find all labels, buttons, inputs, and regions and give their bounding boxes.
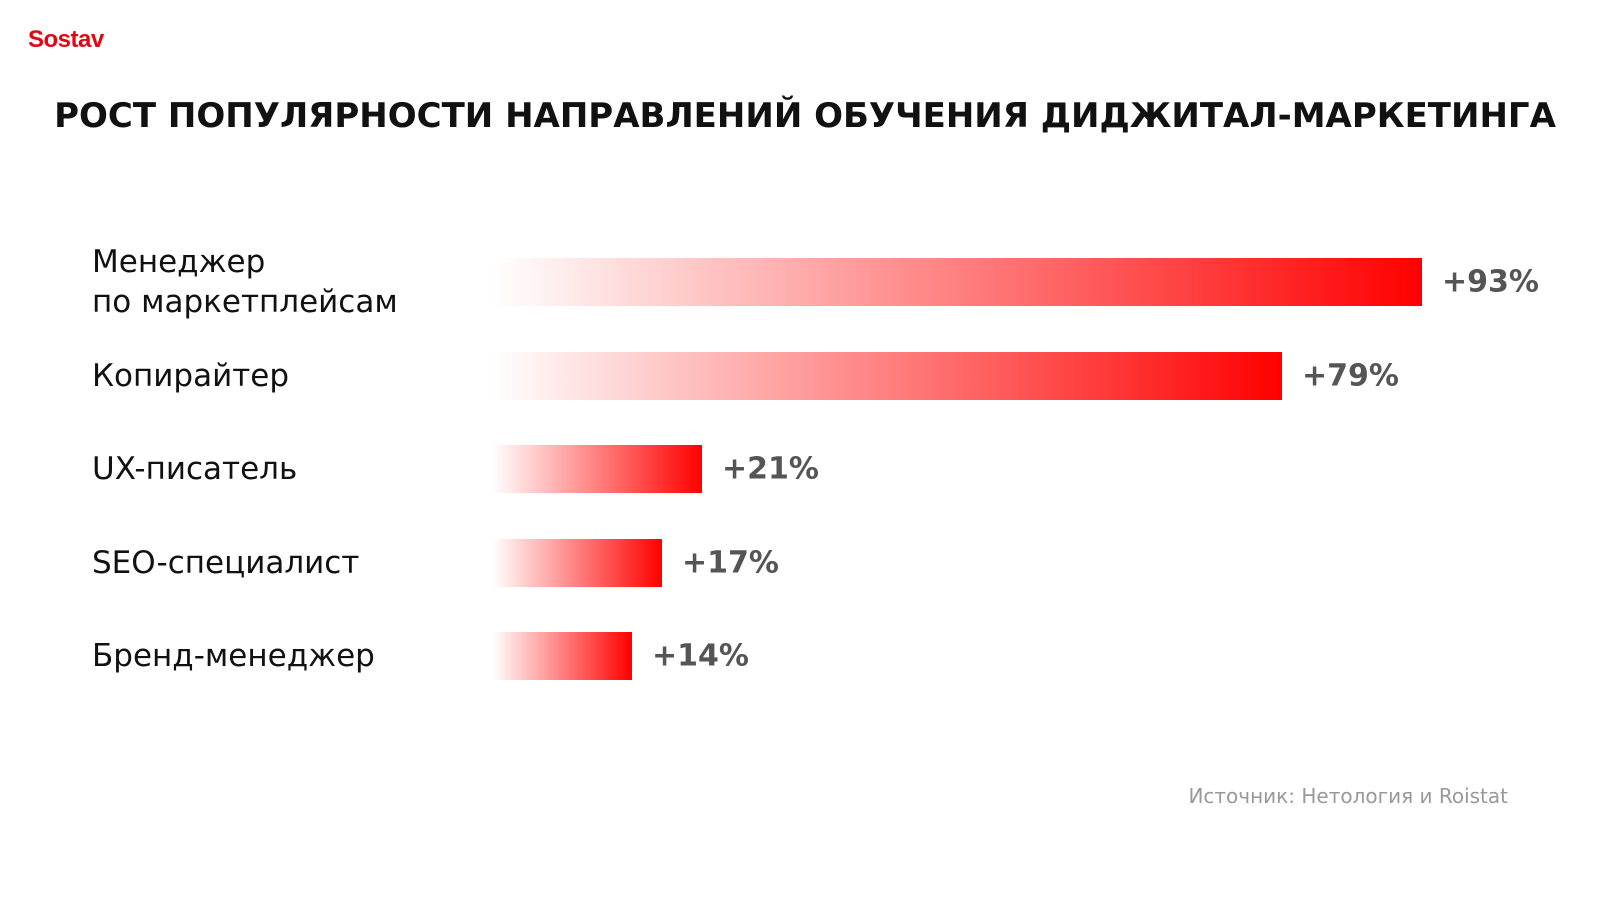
category-label: Менеджер по маркетплейсам xyxy=(92,244,398,320)
bar xyxy=(492,538,662,587)
source-note: Источник: Нетология и Roistat xyxy=(1188,784,1508,808)
value-label: +14% xyxy=(652,638,749,674)
value-label: +17% xyxy=(682,545,779,580)
bar xyxy=(492,351,1282,400)
chart-title: РОСТ ПОПУЛЯРНОСТИ НАПРАВЛЕНИЙ ОБУЧЕНИЯ Д… xyxy=(54,96,1556,136)
bar xyxy=(492,445,702,493)
category-label: SEO-специалист xyxy=(92,544,360,581)
value-label: +93% xyxy=(1442,264,1539,300)
category-label: UX-писатель xyxy=(92,451,298,487)
bar xyxy=(492,632,632,680)
category-label: Бренд-менеджер xyxy=(92,638,375,674)
value-label: +21% xyxy=(722,451,819,487)
value-label: +79% xyxy=(1302,358,1399,393)
category-label: Копирайтер xyxy=(92,357,290,394)
bar xyxy=(492,258,1422,306)
brand-logo: Sostav xyxy=(28,26,104,53)
